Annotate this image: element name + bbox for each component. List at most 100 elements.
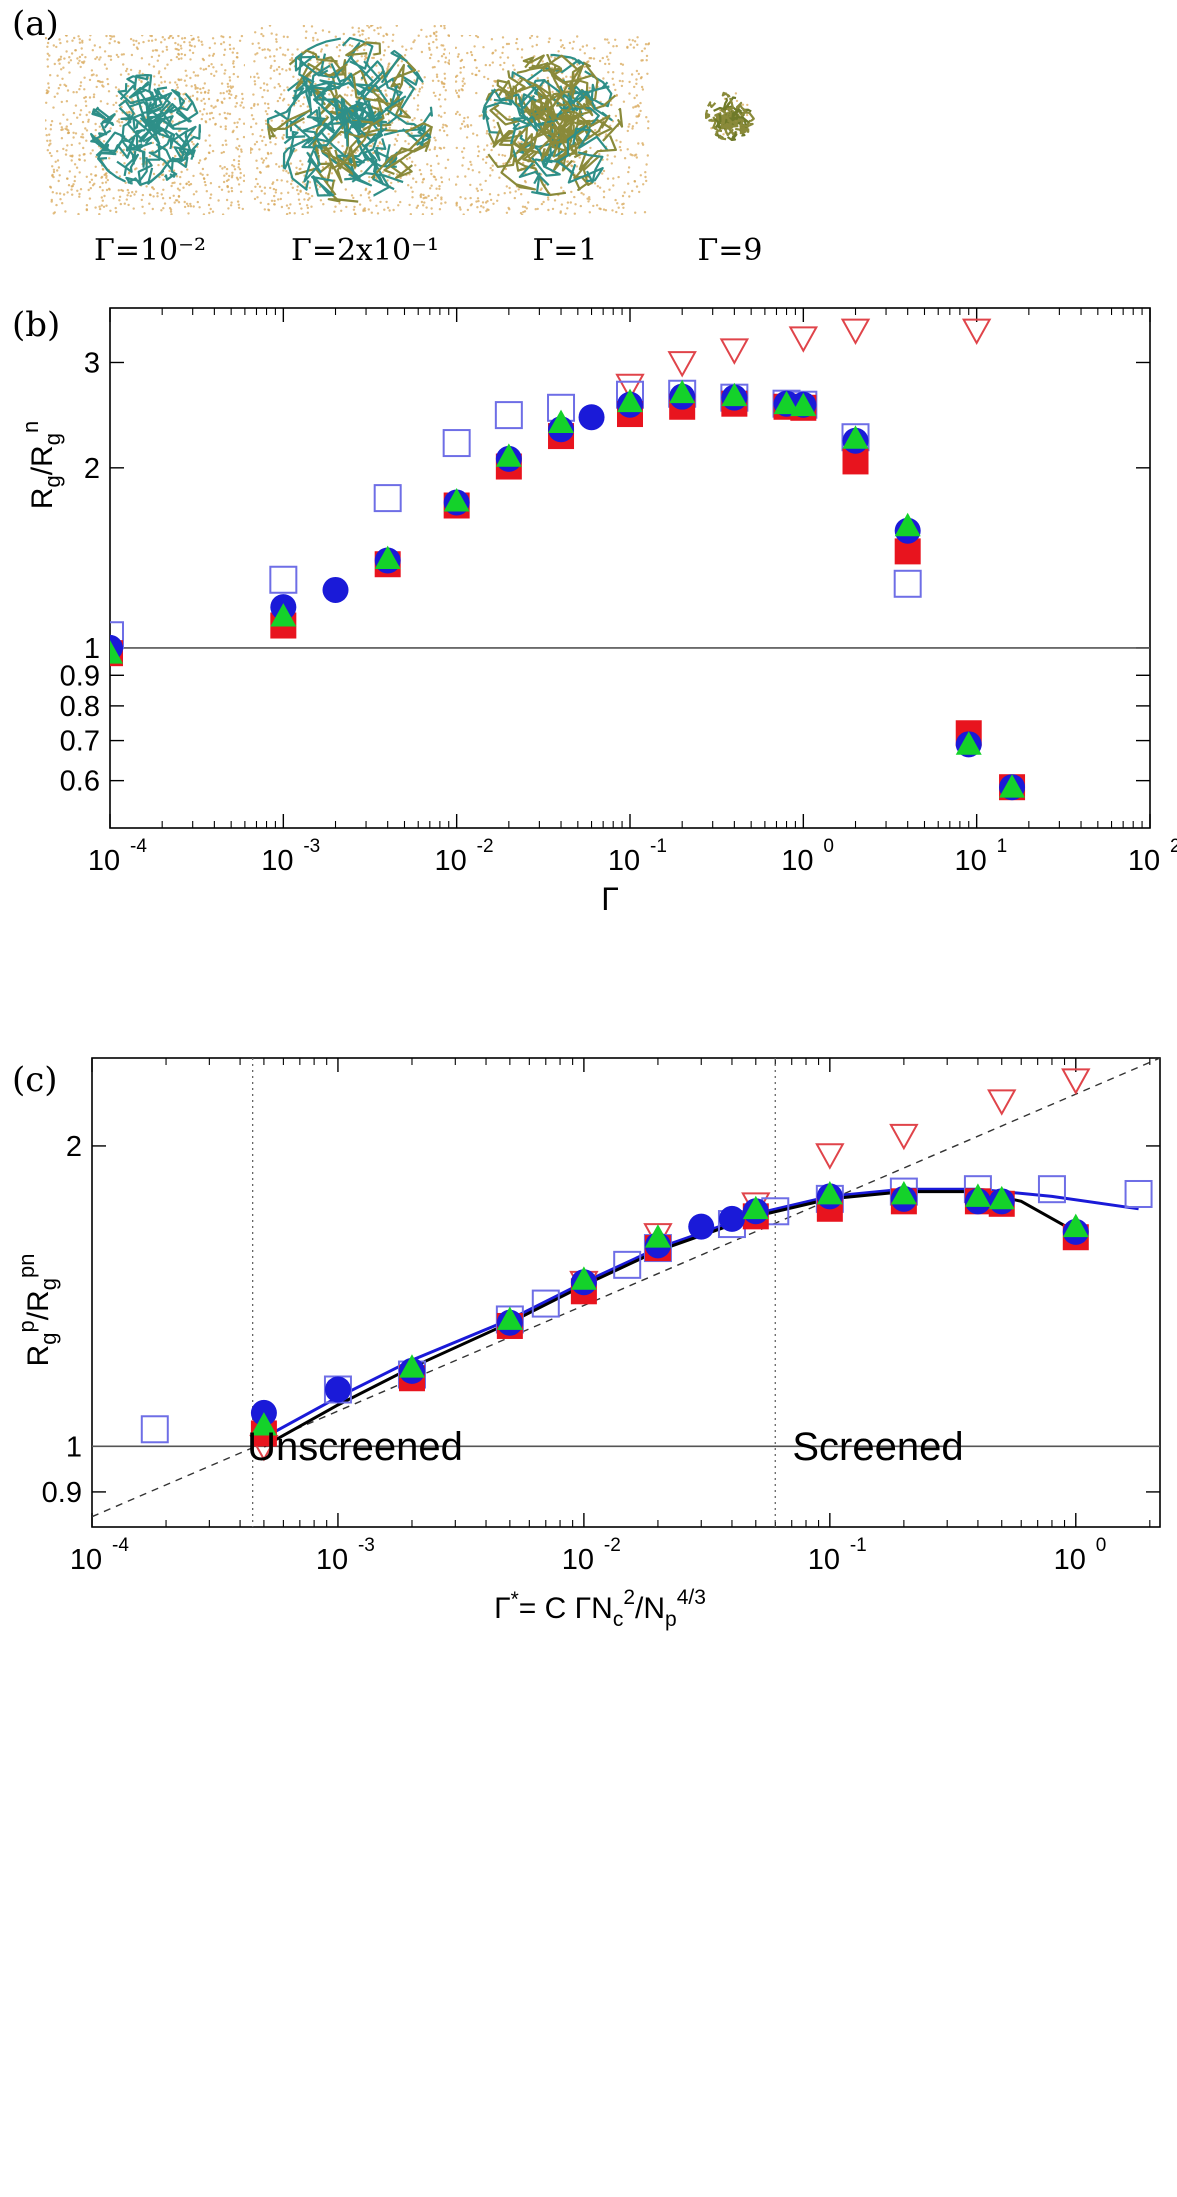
counterion	[635, 185, 639, 188]
counterion	[367, 26, 371, 29]
x-tick-label: 10	[608, 845, 640, 877]
counterion	[587, 60, 590, 63]
counterion	[559, 210, 562, 213]
counterion	[439, 147, 443, 150]
counterion	[459, 71, 462, 74]
counterion	[218, 113, 221, 116]
counterion	[458, 113, 461, 117]
counterion	[508, 115, 511, 119]
counterion	[631, 127, 634, 130]
counterion	[163, 38, 166, 41]
counterion	[456, 110, 459, 114]
counterion	[208, 54, 211, 57]
counterion	[392, 208, 395, 212]
snapshot-label-2: Γ=2x10⁻¹	[291, 233, 439, 268]
counterion	[255, 140, 259, 144]
counterion	[118, 175, 122, 178]
counterion	[112, 35, 116, 38]
counterion	[100, 196, 103, 199]
counterion	[277, 82, 280, 86]
counterion	[606, 154, 609, 157]
polymer-strand	[520, 93, 537, 109]
counterion	[202, 58, 205, 62]
counterion	[460, 35, 464, 37]
counterion	[490, 38, 494, 41]
counterion	[72, 91, 75, 94]
counterion	[129, 194, 132, 198]
counterion	[257, 42, 260, 45]
counterion	[611, 77, 614, 80]
counterion	[135, 39, 138, 43]
counterion	[117, 88, 121, 91]
counterion	[428, 46, 431, 50]
polymer-strand	[360, 60, 403, 105]
counterion	[208, 144, 212, 147]
counterion	[481, 158, 485, 161]
counterion	[214, 123, 217, 126]
counterion	[105, 176, 108, 179]
counterion	[181, 37, 184, 40]
counterion	[199, 87, 202, 91]
polymer-strand	[288, 49, 338, 66]
counterion	[410, 132, 413, 135]
counterion	[298, 168, 301, 171]
counterion	[418, 90, 421, 93]
counterion	[90, 178, 94, 181]
counterion	[256, 196, 259, 199]
polymer-strand	[325, 59, 371, 92]
counterion	[441, 126, 444, 129]
counterion	[442, 123, 445, 127]
counterion	[455, 201, 458, 204]
series-open-triangle-down	[615, 318, 992, 401]
counterion	[127, 84, 130, 88]
counterion	[95, 74, 98, 77]
counterion	[191, 51, 195, 55]
counterion	[269, 141, 272, 144]
counterion	[144, 116, 148, 119]
counterion	[228, 89, 231, 92]
x-tick-label-exponent: -2	[604, 1535, 621, 1556]
x-tick-label-exponent: -1	[650, 836, 667, 857]
counterion	[448, 59, 450, 62]
counterion	[201, 113, 204, 116]
counterion	[735, 99, 739, 103]
counterion	[612, 184, 615, 187]
polymer-strand	[726, 97, 735, 119]
counterion	[235, 125, 239, 129]
counterion	[434, 94, 437, 98]
counterion	[74, 49, 77, 52]
counterion	[536, 35, 539, 38]
counterion	[446, 134, 449, 137]
data-point	[667, 351, 697, 378]
polymer-strand	[307, 109, 349, 148]
counterion	[308, 181, 312, 184]
counterion	[320, 48, 323, 51]
counterion	[75, 91, 78, 94]
counterion	[633, 40, 637, 43]
counterion	[235, 176, 239, 179]
counterion	[439, 25, 443, 28]
counterion	[296, 185, 299, 188]
counterion	[530, 35, 534, 37]
counterion	[81, 53, 84, 56]
counterion	[503, 61, 506, 65]
counterion	[78, 154, 81, 157]
counterion	[438, 208, 442, 211]
counterion	[488, 64, 492, 67]
counterion	[338, 43, 341, 47]
polymer-strand	[370, 122, 433, 179]
counterion	[562, 190, 565, 193]
data-point	[955, 731, 982, 755]
counterion	[195, 190, 198, 193]
counterion	[622, 202, 625, 205]
counterion	[435, 73, 439, 76]
counterion	[94, 128, 97, 132]
counterion	[107, 54, 110, 58]
counterion	[89, 152, 92, 155]
counterion	[46, 149, 49, 152]
polymer-strand	[137, 144, 161, 184]
counterion	[230, 189, 234, 193]
counterion	[457, 94, 460, 97]
counterion	[618, 79, 622, 83]
counterion	[115, 53, 119, 57]
